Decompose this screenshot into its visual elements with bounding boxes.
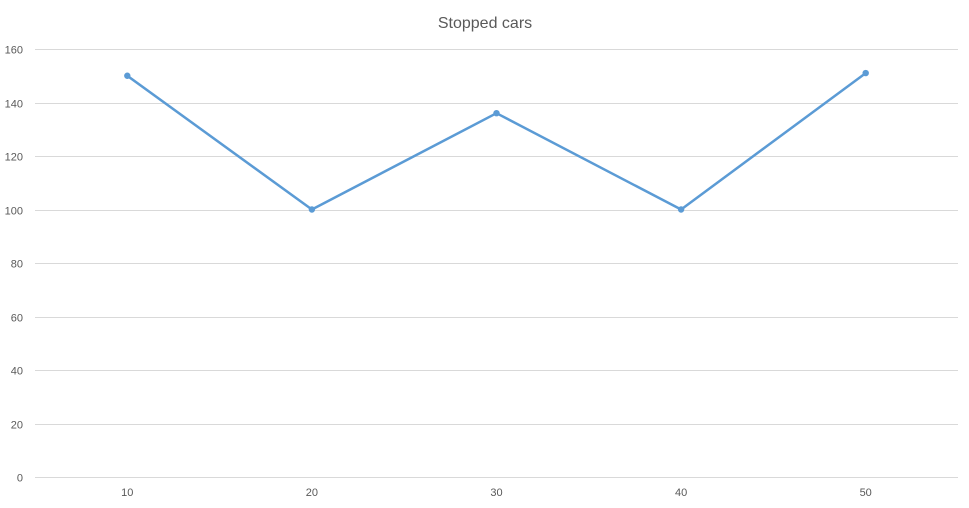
y-tick-label: 160 <box>5 45 23 57</box>
x-tick-label: 40 <box>675 487 687 499</box>
data-point <box>862 69 869 77</box>
series-group <box>124 69 869 213</box>
y-tick-label: 40 <box>11 366 23 378</box>
x-tick-label: 20 <box>306 487 318 499</box>
y-tick-label: 60 <box>11 313 23 325</box>
data-point <box>677 206 685 213</box>
y-axis: 0 20 40 60 80 100 120 140 160 <box>5 45 23 485</box>
x-tick-label: 10 <box>121 487 133 499</box>
chart-title: Stopped cars <box>438 15 532 32</box>
y-tick-label: 0 <box>17 473 23 485</box>
x-tick-label: 30 <box>490 487 502 499</box>
x-axis: 10 20 30 40 50 <box>121 487 872 499</box>
y-tick-label: 140 <box>5 99 23 111</box>
y-tick-label: 20 <box>11 420 23 432</box>
gridlines <box>35 49 958 478</box>
y-tick-label: 80 <box>11 259 23 271</box>
y-tick-label: 120 <box>5 152 23 164</box>
data-point <box>493 110 500 117</box>
x-tick-label: 50 <box>860 487 872 499</box>
y-tick-label: 100 <box>5 206 23 218</box>
data-point <box>124 72 131 79</box>
data-point <box>308 206 316 213</box>
